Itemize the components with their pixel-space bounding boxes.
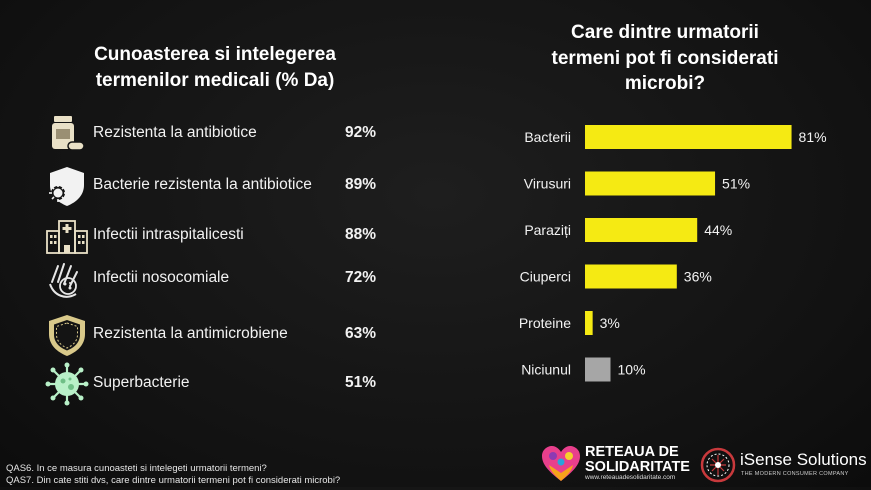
term-value: 51% [344,374,376,391]
term-row-rezistenta-antimicrobiene: Rezistenta la antimicrobiene 63% [44,312,384,358]
chart-title-line2: termeni pot fi considerati [551,47,779,69]
left-panel-title: Cunoasterea si intelegerea termenilor me… [40,42,390,94]
shield-icon [49,315,85,356]
category-label: Ciuperci [520,269,571,285]
term-value: 89% [344,176,376,193]
term-value: 63% [344,325,376,342]
category-label: Virusuri [524,176,571,192]
term-label: Infectii intraspitalicesti [93,226,244,243]
chart-title: Care dintre urmatorii termeni pot fi con… [525,20,805,97]
left-title-line2: termenilor medicali (% Da) [95,70,335,91]
reteaua-url: www.reteauadesolidaritate.com [585,474,676,481]
term-row-bacterie-rezistenta: Bacterie rezistenta la antibiotice 89% [44,163,384,209]
hospital-icon [46,220,88,254]
category-label: Paraziți [524,222,571,238]
category-label: Niciunul [521,362,571,378]
footnote-q1: QAS6. In ce masura cunoasteti si inteleg… [6,463,267,474]
term-row-superbacterie: Superbacterie 51% [44,361,384,407]
bar [585,125,792,149]
chart-title-line3: microbi? [624,73,706,94]
bar [585,311,593,335]
category-label: Bacterii [524,129,571,145]
value-label: 44% [704,222,732,238]
left-title-line1: Cunoasterea si intelegerea [94,44,336,65]
term-label: Superbacterie [93,374,190,391]
pill-bottle-icon [52,116,85,151]
category-label: Proteine [519,315,571,331]
reteaua-line1: RETEAUA DE [585,444,679,460]
bar [585,171,716,196]
virus-shield-icon [49,167,84,206]
term-row-rezistenta-antibiotice: Rezistenta la antibiotice 92% [44,111,384,157]
value-label: 3% [600,315,620,331]
isense-logo: iSense Solutions THE MODERN CONSUMER COM… [700,447,867,485]
isense-emblem-icon [700,447,736,483]
reteaua-logo: RETEAUA DE SOLIDARITATE www.reteauadesol… [540,443,690,485]
bacteria-icon [45,362,89,406]
value-label: 10% [618,362,646,378]
term-value: 92% [344,124,376,141]
bar [585,218,698,242]
reteaua-heart-icon [542,446,580,481]
term-value: 88% [344,226,376,243]
footnote-q2: QAS7. Din cate stiti dvs, care dintre ur… [6,475,341,486]
reteaua-wordmark: RETEAUA DE SOLIDARITATE [585,445,690,475]
term-label: Bacterie rezistenta la antibiotice [93,176,312,193]
bar [585,264,677,289]
isense-name: iSense Solutions [740,450,867,469]
value-label: 36% [684,269,712,285]
term-row-infectii-intraspitalicesti: Infectii intraspitalicesti 88% [44,213,384,259]
hand-germ-icon [49,263,78,298]
term-value: 72% [344,269,376,286]
reteaua-line2: SOLIDARITATE [585,459,690,475]
value-label: 51% [722,176,750,192]
bar-chart: Bacterii 81% Virusuri 51% Paraziți 44% Ciuperc… [519,125,827,382]
value-label: 81% [799,129,827,145]
term-label: Infectii nosocomiale [93,269,230,286]
bar [585,357,611,382]
term-label: Rezistenta la antibiotice [93,124,257,141]
term-label: Rezistenta la antimicrobiene [93,325,288,342]
chart-title-line1: Care dintre urmatorii [571,22,759,43]
isense-tagline: THE MODERN CONSUMER COMPANY [741,471,849,477]
term-row-infectii-nosocomiale: Infectii nosocomiale 72% [44,256,384,302]
